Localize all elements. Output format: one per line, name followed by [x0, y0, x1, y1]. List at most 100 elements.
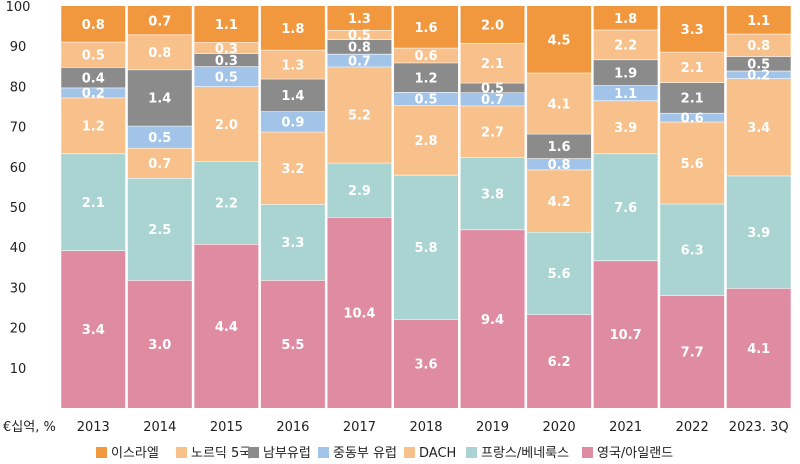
segment-value-label: 3.2	[281, 162, 304, 177]
y-tick-label: 20	[10, 322, 27, 337]
bar-segment	[260, 131, 325, 205]
segment-value-label: 5.6	[548, 267, 571, 282]
bar-segment	[726, 6, 791, 34]
bar-segment	[593, 153, 658, 261]
segment-value-label: 0.3	[215, 54, 238, 69]
segment-value-label: 7.6	[614, 201, 637, 216]
segment-value-label: 1.1	[747, 14, 770, 29]
segment-value-label: 3.9	[747, 226, 770, 241]
bar-segment	[726, 56, 791, 71]
segment-value-label: 3.9	[614, 121, 637, 136]
bar-segment	[593, 29, 658, 60]
segment-value-label: 0.3	[215, 42, 238, 57]
legend-label: 이스라엘	[111, 446, 159, 461]
x-tick-label: 2014	[143, 420, 176, 435]
bar-segment	[527, 231, 592, 315]
segment-value-label: 0.9	[281, 116, 304, 131]
bar-segment	[660, 112, 725, 122]
segment-value-label: 2.5	[148, 223, 171, 238]
segment-value-label: 0.8	[148, 46, 171, 61]
x-tick-label: 2015	[210, 420, 243, 435]
bar-segment	[61, 97, 126, 154]
segment-value-label: 1.2	[82, 120, 105, 135]
bar-segment	[460, 42, 525, 83]
bar-segment	[394, 319, 458, 408]
bar-segment	[394, 174, 458, 320]
bar-segment	[726, 33, 791, 57]
bar-segment	[394, 47, 458, 63]
bar-segment	[527, 6, 592, 73]
legend-swatch	[248, 447, 259, 458]
y-tick-label: 60	[10, 161, 27, 176]
bar-segment	[726, 70, 791, 79]
bar-segment	[260, 280, 325, 408]
segment-value-label: 0.8	[548, 158, 571, 173]
bar-segment	[127, 178, 192, 281]
bar-segment	[127, 147, 192, 179]
segment-value-label: 0.2	[747, 69, 770, 84]
bar-segment	[194, 53, 259, 67]
bar-segment	[194, 86, 259, 162]
bar-segment	[527, 133, 592, 159]
bar-segment	[460, 82, 525, 93]
segment-value-label: 1.3	[348, 12, 371, 27]
x-tick-label: 2016	[276, 420, 309, 435]
legend-swatch	[404, 447, 415, 458]
x-axis: 2013 2014 2015 2016 2017 2018 2019 2020 2021 2022…	[77, 420, 789, 435]
bars	[61, 6, 791, 408]
y-tick-label: 90	[10, 40, 27, 55]
segment-value-label: 5.8	[414, 241, 437, 256]
bar-segment	[460, 105, 525, 158]
bar-segment	[260, 204, 325, 281]
bar-segment	[660, 121, 725, 204]
segment-value-label: 1.8	[281, 22, 304, 37]
y-tick-label: 100	[6, 0, 31, 15]
bar-segment	[61, 41, 126, 68]
bar-segment	[260, 111, 325, 132]
x-tick-label: 2017	[343, 420, 376, 435]
segment-value-label: 3.8	[481, 187, 504, 202]
segment-value-label: 0.4	[82, 71, 105, 86]
segment-value-label: 0.5	[148, 131, 171, 146]
segment-value-label: 2.1	[481, 57, 504, 72]
bar-segment	[194, 161, 259, 244]
bar-segment	[394, 6, 458, 48]
y-tick-label: 30	[10, 281, 27, 296]
legend-label: 프랑스/베네룩스	[481, 446, 569, 461]
segment-value-label: 2.8	[414, 134, 437, 149]
x-tick-label: 2020	[543, 420, 576, 435]
segment-value-label: 5.2	[348, 109, 371, 124]
bar-segment	[726, 175, 791, 289]
segment-labels: 3.42.11.20.20.40.50.83.02.50.70.51.40.80…	[82, 12, 770, 373]
bar-segment	[726, 288, 791, 408]
bar-segment	[327, 66, 392, 163]
segment-value-label: 2.2	[614, 39, 637, 54]
segment-value-label: 0.7	[348, 54, 371, 69]
segment-value-label: 2.1	[681, 61, 704, 76]
legend-label: 영국/아일랜드	[597, 446, 673, 461]
segment-value-label: 3.3	[681, 23, 704, 38]
bar-segment	[527, 72, 592, 134]
bar-segment	[593, 100, 658, 154]
y-tick-label: 40	[10, 241, 27, 256]
bar-segment	[660, 82, 725, 113]
segment-value-label: 0.7	[481, 93, 504, 108]
segment-value-label: 2.0	[215, 118, 238, 133]
legend-swatch	[582, 447, 593, 458]
segment-value-label: 0.7	[148, 157, 171, 172]
bar-segment	[260, 78, 325, 112]
bar-segment	[127, 125, 192, 148]
bar-segment	[660, 203, 725, 296]
segment-value-label: 2.0	[481, 18, 504, 33]
y-tick-label: 70	[10, 121, 27, 136]
segment-value-label: 4.1	[747, 342, 770, 357]
bar-segment	[460, 157, 525, 230]
segment-value-label: 6.2	[548, 355, 571, 370]
segment-value-label: 0.5	[215, 70, 238, 85]
bar-segment	[194, 66, 259, 87]
x-tick-label: 2018	[409, 420, 442, 435]
bar-segment	[593, 59, 658, 86]
segment-value-label: 10.4	[343, 307, 375, 322]
segment-value-label: 0.7	[148, 14, 171, 29]
